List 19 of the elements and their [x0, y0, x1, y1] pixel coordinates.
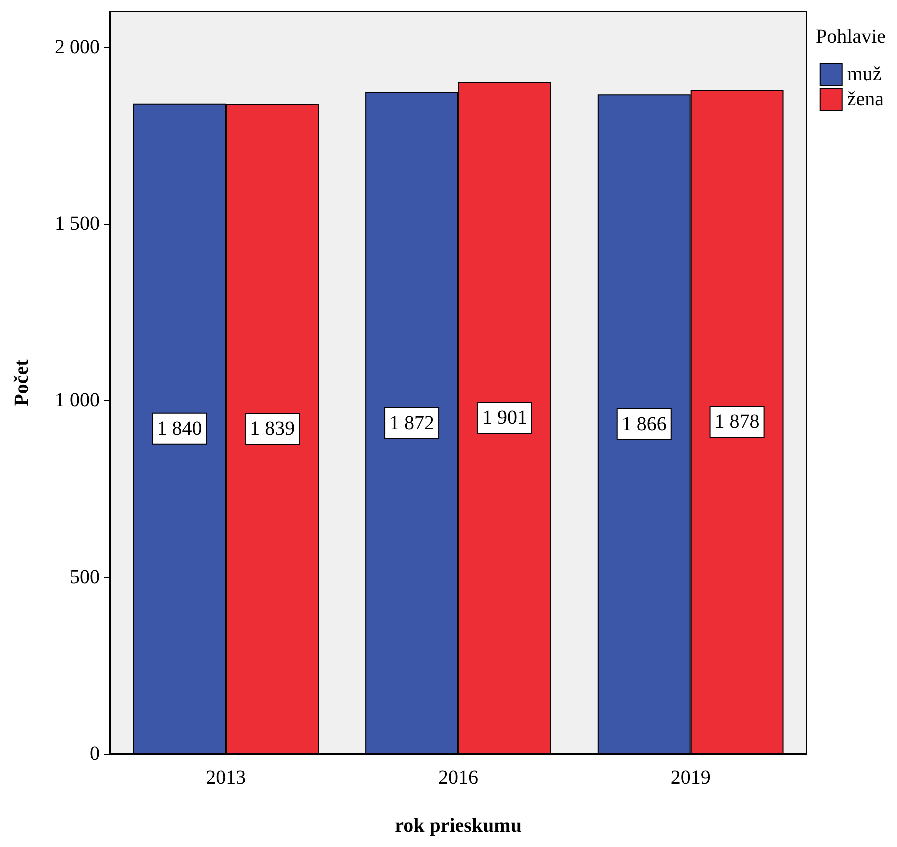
- x-tick-label: 2013: [206, 767, 246, 789]
- data-label: 1 839: [250, 418, 296, 440]
- data-label: 1 866: [622, 413, 667, 436]
- legend-label: muž: [847, 64, 882, 86]
- data-label: 1 840: [157, 418, 202, 440]
- data-label: 1 878: [714, 411, 760, 434]
- data-label: 1 872: [390, 412, 435, 434]
- x-axis-title: rok prieskumu: [395, 815, 522, 837]
- y-tick-label: 1 500: [55, 213, 100, 235]
- y-tick-label: 1 000: [55, 390, 100, 412]
- y-tick-label: 2 000: [55, 36, 100, 58]
- legend-label: žena: [847, 88, 884, 110]
- data-label: 1 901: [482, 407, 528, 430]
- y-tick-label: 0: [90, 743, 100, 765]
- legend-title: Pohlavie: [816, 26, 886, 48]
- y-tick-label: 500: [70, 566, 100, 588]
- y-axis-title: Počet: [11, 359, 33, 406]
- x-tick-label: 2019: [670, 767, 711, 789]
- x-tick-label: 2016: [438, 767, 478, 789]
